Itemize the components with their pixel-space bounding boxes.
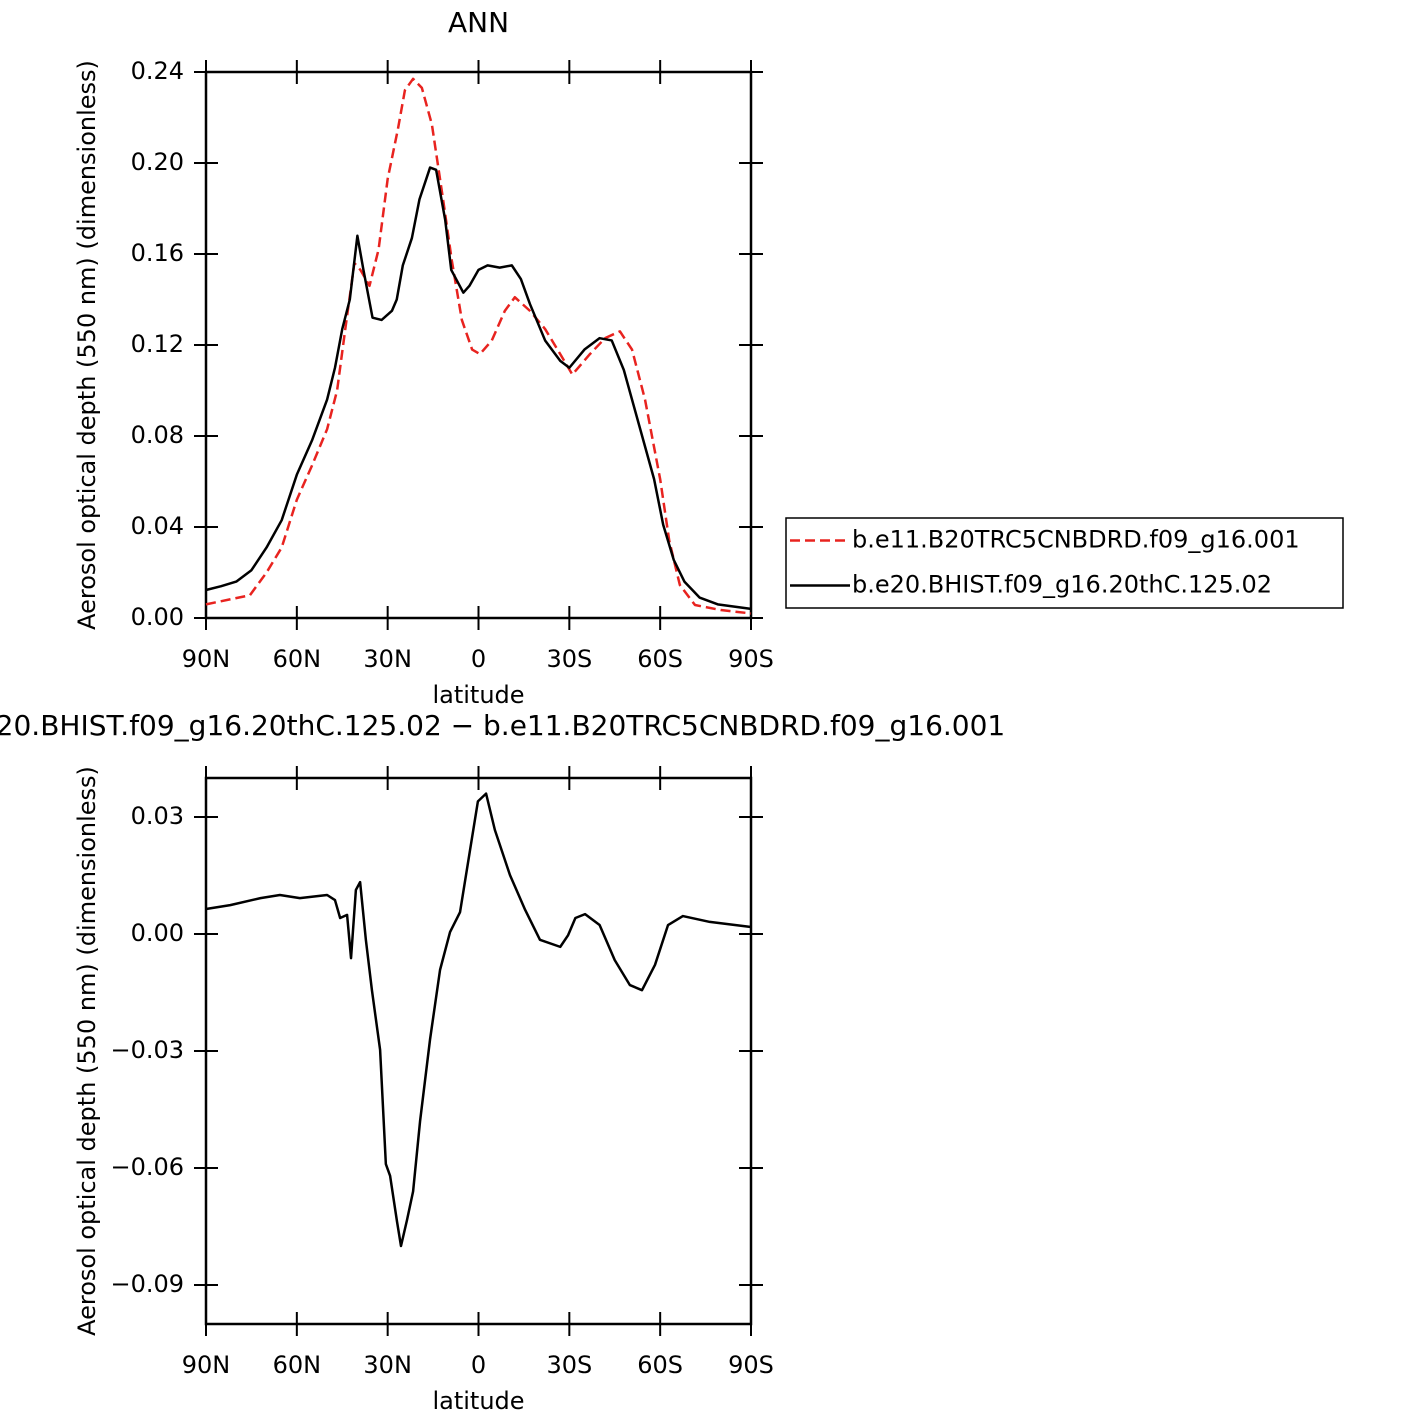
x-tick-label: 90N [182, 645, 231, 673]
chart-title: b.e20.BHIST.f09_g16.20thC.125.02 − b.e11… [0, 709, 1005, 742]
x-tick-label: 30N [363, 645, 412, 673]
y-tick-label: −0.09 [110, 1270, 184, 1298]
y-tick-label: 0.04 [131, 512, 184, 540]
x-tick-label: 30S [546, 1351, 592, 1379]
y-tick-label: 0.00 [131, 603, 184, 631]
x-tick-label: 0 [471, 645, 486, 673]
x-tick-label: 0 [471, 1351, 486, 1379]
legend-box [785, 517, 1344, 609]
plot-frame [204, 776, 753, 1326]
x-tick-label: 30N [363, 1351, 412, 1379]
y-tick-label: 0.03 [131, 802, 184, 830]
x-tick-label: 60S [637, 645, 683, 673]
x-tick-label: 90S [728, 1351, 774, 1379]
data-line [205, 166, 752, 611]
x-axis-label: latitude [432, 1387, 524, 1415]
x-tick-label: 60S [637, 1351, 683, 1379]
x-tick-label: 90S [728, 645, 774, 673]
x-tick-label: 30S [546, 645, 592, 673]
legend-label: b.e20.BHIST.f09_g16.20thC.125.02 [852, 571, 1272, 599]
x-tick-label: 90N [182, 1351, 231, 1379]
y-tick-label: 0.00 [131, 919, 184, 947]
y-tick-label: 0.24 [131, 57, 184, 85]
y-tick-label: 0.16 [131, 239, 184, 267]
x-tick-label: 60N [273, 1351, 322, 1379]
y-tick-label: 0.08 [131, 421, 184, 449]
x-axis-label: latitude [432, 681, 524, 709]
y-tick-label: −0.03 [110, 1036, 184, 1064]
chart-title: ANN [448, 6, 509, 39]
data-line [205, 77, 752, 615]
x-tick-label: 60N [273, 645, 322, 673]
y-axis-label: Aerosol optical depth (550 nm) (dimensio… [73, 766, 101, 1336]
y-tick-label: 0.20 [131, 148, 184, 176]
y-tick-label: −0.06 [110, 1153, 184, 1181]
legend-label: b.e11.B20TRC5CNBDRD.f09_g16.001 [852, 526, 1300, 554]
y-tick-label: 0.12 [131, 330, 184, 358]
y-axis-label: Aerosol optical depth (550 nm) (dimensio… [73, 60, 101, 630]
data-line [205, 792, 752, 1248]
